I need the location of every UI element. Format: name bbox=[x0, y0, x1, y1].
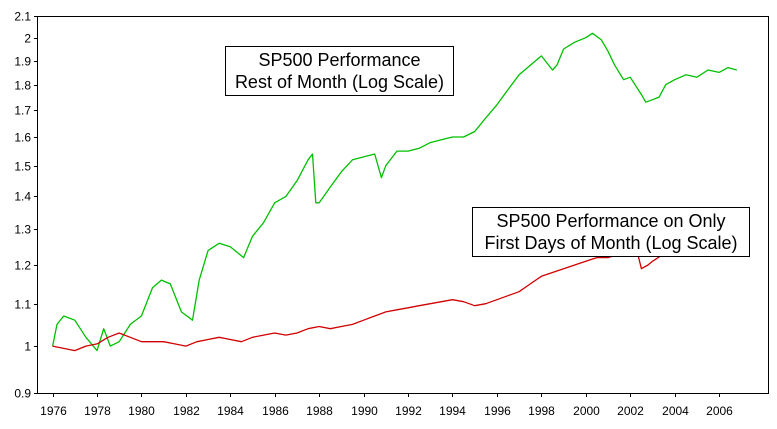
x-tick-label: 1992 bbox=[395, 404, 422, 418]
y-tick-label: 1.5 bbox=[14, 160, 31, 174]
annotation-first-days: SP500 Performance on Only First Days of … bbox=[472, 207, 750, 257]
x-tick-label: 2004 bbox=[662, 404, 689, 418]
y-tick-label: 2.1 bbox=[14, 10, 31, 24]
x-tick-label: 1986 bbox=[262, 404, 289, 418]
x-tick-label: 1980 bbox=[128, 404, 155, 418]
x-tick-label: 1988 bbox=[306, 404, 333, 418]
y-tick-label: 0.9 bbox=[14, 387, 31, 401]
y-tick-label: 2 bbox=[24, 32, 31, 46]
y-tick-label: 1 bbox=[24, 340, 31, 354]
y-tick-label: 1.3 bbox=[14, 223, 31, 237]
y-tick-label: 1.8 bbox=[14, 79, 31, 93]
x-tick-label: 1990 bbox=[351, 404, 378, 418]
x-tick-label: 1998 bbox=[528, 404, 555, 418]
x-tick-label: 1976 bbox=[40, 404, 67, 418]
x-tick-label: 1994 bbox=[439, 404, 466, 418]
y-tick-label: 1.2 bbox=[14, 259, 31, 273]
x-tick-label: 2000 bbox=[573, 404, 600, 418]
annotation-rest-of-month: SP500 Performance Rest of Month (Log Sca… bbox=[225, 46, 454, 96]
series-line-rest-of-month bbox=[51, 32, 738, 352]
annotation-first-line-1: SP500 Performance on Only bbox=[496, 211, 726, 231]
x-tick-label: 1978 bbox=[84, 404, 111, 418]
y-tick-label: 1.1 bbox=[14, 298, 31, 312]
y-tick-label: 1.7 bbox=[14, 104, 31, 118]
x-tick-label: 2006 bbox=[706, 404, 733, 418]
annotation-first-line-2: First Days of Month (Log Scale) bbox=[484, 233, 738, 253]
x-tick-label: 1982 bbox=[173, 404, 200, 418]
x-tick-label: 1984 bbox=[217, 404, 244, 418]
annotation-rest-line-2: Rest of Month (Log Scale) bbox=[234, 72, 445, 92]
x-tick-label: 2002 bbox=[617, 404, 644, 418]
y-tick-label: 1.9 bbox=[14, 55, 31, 69]
y-tick-label: 1.4 bbox=[14, 190, 31, 204]
annotation-rest-line-1: SP500 Performance bbox=[258, 50, 421, 70]
x-tick-label: 1996 bbox=[484, 404, 511, 418]
y-tick-label: 1.6 bbox=[14, 131, 31, 145]
